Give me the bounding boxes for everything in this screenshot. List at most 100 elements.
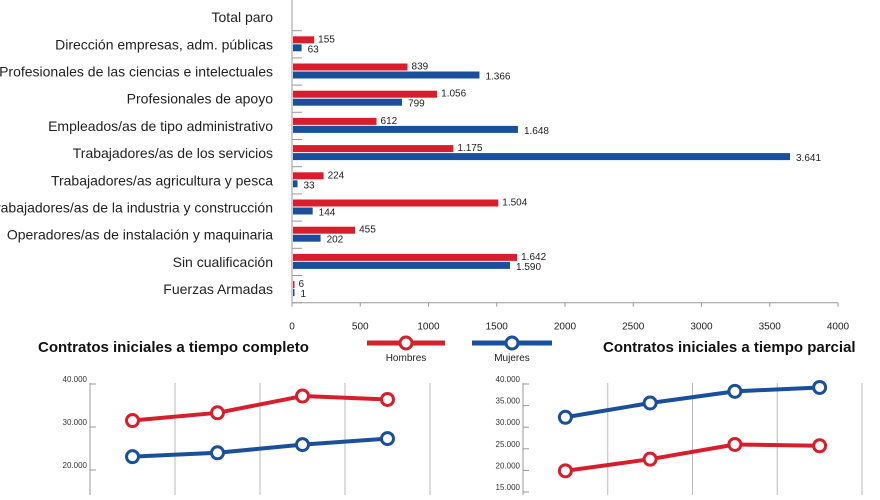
- category-label: Trabajadores/as de la industria y constr…: [0, 200, 273, 216]
- y-tick-label: 20.000: [496, 461, 521, 470]
- bar-mujeres: [293, 234, 321, 242]
- y-tick-label: 35.000: [496, 397, 521, 406]
- category-label: Fuerzas Armadas: [163, 281, 273, 297]
- value-label-mujeres: 1.366: [485, 72, 510, 83]
- category-label: Trabajadores/as de los servicios: [73, 145, 273, 161]
- value-label-mujeres: 63: [308, 44, 320, 55]
- y-tick-label: 40.000: [496, 375, 521, 384]
- value-label-hombres: 1.175: [457, 143, 482, 154]
- legend-hombres-marker: [398, 335, 414, 351]
- bar-mujeres: [293, 98, 403, 106]
- x-tick-label: 2500: [622, 322, 645, 333]
- category-label: Profesionales de apoyo: [127, 91, 274, 107]
- bar-mujeres: [293, 71, 480, 79]
- value-label-hombres: 1.056: [441, 89, 466, 100]
- value-label-mujeres: 202: [327, 235, 344, 246]
- y-tick-label: 25.000: [496, 440, 521, 449]
- value-label-hombres: 1.504: [502, 198, 527, 209]
- value-label-hombres: 455: [359, 225, 376, 236]
- data-point-mujeres: [812, 379, 828, 395]
- legend-mujeres-marker: [504, 335, 520, 351]
- value-label-mujeres: 1.648: [524, 126, 549, 137]
- legend: Hombres Mujeres: [367, 335, 552, 364]
- data-point-mujeres: [642, 395, 658, 411]
- x-tick-label: 2000: [554, 322, 577, 333]
- category-label: Total paro: [212, 9, 274, 25]
- bar-hombres: [293, 281, 295, 289]
- value-label-mujeres: 1.590: [516, 262, 541, 273]
- data-point-hombres: [727, 436, 743, 452]
- data-point-mujeres: [125, 449, 140, 465]
- y-tick-label: 20.000: [63, 461, 88, 470]
- chart-title-parcial: Contratos iniciales a tiempo parcial: [603, 339, 856, 356]
- series-line-mujeres: [565, 385, 820, 420]
- bar-hombres: [293, 36, 315, 44]
- bar-mujeres: [293, 153, 790, 161]
- data-point-mujeres: [295, 437, 310, 453]
- bar-hombres: [293, 145, 454, 153]
- data-point-hombres: [125, 413, 140, 429]
- bar-hombres: [293, 199, 499, 207]
- y-tick-label: 40.000: [63, 375, 88, 384]
- value-label-hombres: 612: [381, 116, 398, 127]
- x-tick-label: 4000: [827, 322, 850, 333]
- data-point-mujeres: [727, 383, 743, 399]
- bar-mujeres: [293, 261, 511, 269]
- value-label-hombres: 1.642: [521, 252, 546, 263]
- legend-hombres-label: Hombres: [386, 353, 427, 364]
- bar-hombres: [293, 226, 356, 234]
- x-tick-label: 3000: [690, 322, 713, 333]
- category-label: Empleados/as de tipo administrativo: [48, 118, 273, 134]
- category-label: Profesionales de las ciencias e intelect…: [0, 64, 273, 80]
- series-line-hombres: [565, 442, 820, 473]
- legend-mujeres-label: Mujeres: [494, 353, 530, 364]
- value-label-mujeres: 799: [408, 99, 425, 110]
- x-tick-label: 0: [289, 322, 295, 333]
- value-label-hombres: 6: [299, 279, 305, 290]
- line-chart-tiempo-parcial: 15.000 20.000 25.000 30.000 35.000 40.000: [496, 375, 863, 495]
- category-label: Dirección empresas, adm. públicas: [55, 36, 273, 52]
- category-label: Trabajadores/as agricultura y pesca: [51, 172, 273, 188]
- x-tick-label: 1000: [417, 322, 440, 333]
- value-label-mujeres: 3.641: [796, 153, 821, 164]
- value-label-hombres: 155: [318, 34, 335, 45]
- value-label-mujeres: 144: [319, 208, 336, 219]
- bar-hombres: [293, 253, 518, 261]
- x-tick-label: 3500: [759, 322, 782, 333]
- value-label-mujeres: 33: [304, 180, 316, 191]
- bar-chart: 0 500 1000 1500 2000 2500 3000 3500 4000 Total pa…: [0, 0, 850, 333]
- bar-mujeres: [293, 125, 518, 133]
- data-point-mujeres: [557, 409, 573, 425]
- data-point-mujeres: [380, 431, 395, 447]
- chart-title-completo: Contratos iniciales a tiempo completo: [38, 339, 309, 356]
- y-tick-label: 15.000: [496, 483, 521, 492]
- x-tick-label: 500: [352, 322, 369, 333]
- series-line-mujeres: [132, 436, 388, 459]
- category-label: Operadores/as de instalación y maquinari…: [7, 227, 273, 243]
- data-point-hombres: [210, 405, 225, 421]
- category-label: Sin cualificación: [173, 254, 273, 270]
- bar-mujeres: [293, 207, 313, 215]
- bar-mujeres: [293, 180, 298, 188]
- y-tick-label: 30.000: [63, 418, 88, 427]
- data-point-hombres: [380, 391, 395, 407]
- bar-hombres: [293, 117, 377, 125]
- bar-hombres: [293, 90, 438, 98]
- bar-hombres: [293, 172, 324, 180]
- value-label-mujeres: 1: [301, 289, 307, 300]
- value-label-hombres: 224: [328, 170, 345, 181]
- data-point-hombres: [557, 463, 573, 479]
- data-point-mujeres: [210, 445, 225, 461]
- data-point-hombres: [642, 451, 658, 467]
- y-tick-label: 30.000: [496, 418, 521, 427]
- line-chart-tiempo-completo: 20.000 30.000 40.000: [63, 375, 431, 495]
- data-point-hombres: [812, 438, 828, 454]
- value-label-hombres: 839: [412, 62, 429, 73]
- bar-mujeres: [293, 289, 295, 297]
- bar-mujeres: [293, 44, 302, 52]
- data-point-hombres: [295, 388, 310, 404]
- bar-hombres: [293, 63, 408, 71]
- series-line-hombres: [132, 394, 388, 423]
- x-tick-label: 1500: [486, 322, 509, 333]
